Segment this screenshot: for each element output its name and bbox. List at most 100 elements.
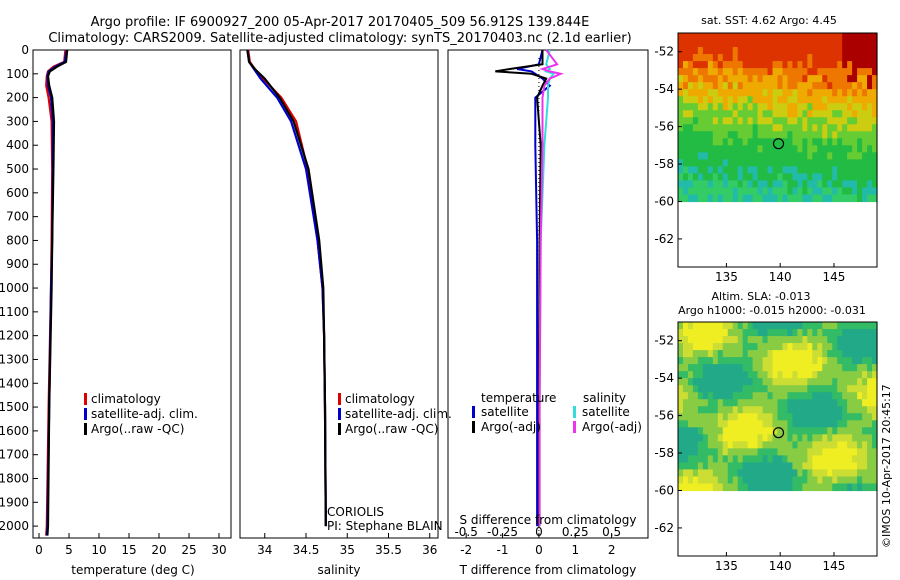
map-cell [742, 448, 749, 456]
map-cell [722, 469, 729, 478]
map-cell [802, 124, 808, 132]
map-cell [742, 96, 749, 104]
map-cell [807, 336, 813, 344]
map-cell [697, 145, 704, 153]
map-cell [862, 96, 868, 104]
map-cell [872, 392, 878, 400]
map-cell [702, 54, 709, 62]
map-cell [797, 131, 803, 139]
map-cell [817, 329, 823, 337]
map-cell [862, 483, 868, 492]
map-cell [692, 441, 699, 449]
x-tick-label: -2 [460, 543, 472, 557]
map-cell [807, 364, 813, 372]
map-cell [678, 413, 684, 421]
map-cell [862, 462, 868, 471]
map-cell [827, 343, 833, 351]
map-cell [762, 194, 769, 203]
map-cell [792, 180, 798, 189]
map-cell [832, 434, 838, 442]
map-cell [772, 399, 779, 407]
map-cell [812, 187, 818, 196]
map-cell [678, 483, 684, 492]
map-cell [692, 61, 699, 69]
map-cell [817, 159, 823, 167]
y-tick-label: 100 [6, 67, 29, 81]
map-cell [832, 166, 838, 174]
map-cell [707, 336, 714, 344]
map-cell [727, 131, 734, 139]
map-cell [752, 173, 759, 182]
map-cell [687, 159, 694, 167]
map-cell [872, 173, 878, 182]
map-cell [707, 159, 714, 167]
map-cell [807, 413, 813, 421]
map-cell [707, 82, 714, 90]
map-cell [817, 448, 823, 456]
map-cell [762, 364, 769, 372]
map-cell [717, 82, 724, 90]
map-cell [817, 145, 823, 153]
map-cell [757, 455, 764, 463]
map-cell [832, 322, 838, 330]
map-cell [732, 152, 739, 160]
map-cell [872, 343, 878, 351]
map-cell [717, 124, 724, 132]
map-cell [817, 187, 823, 196]
map-cell [837, 427, 843, 435]
map-cell [742, 103, 749, 111]
map-cell [822, 392, 828, 400]
map-cell [722, 427, 729, 435]
map-cell [852, 145, 858, 153]
map-cell [862, 159, 868, 167]
map-cell [832, 159, 838, 167]
map-cell [822, 89, 828, 97]
map-cell [847, 47, 853, 55]
map-cell [722, 180, 729, 189]
map-cell [682, 138, 689, 146]
map-cell [872, 455, 878, 463]
map-cell [802, 33, 808, 41]
map-cell [678, 357, 684, 365]
map-cell [872, 427, 878, 435]
map-cell [802, 173, 808, 182]
map-cell [832, 420, 838, 428]
map-cell [747, 378, 754, 386]
map-cell [857, 131, 863, 139]
map-cell [827, 378, 833, 386]
temperature-legend: climatology satellite-adj. clim. Argo(..… [84, 392, 198, 436]
map-cell [717, 343, 724, 351]
map-cell [822, 47, 828, 55]
map-cell [762, 462, 769, 471]
y-tick-label: -60 [654, 483, 674, 497]
map-cell [682, 173, 689, 182]
map-cell [732, 124, 739, 132]
map-cell [812, 194, 818, 203]
map-cell [807, 322, 813, 330]
map-cell [732, 469, 739, 478]
map-cell [712, 103, 719, 111]
map-cell [697, 159, 704, 167]
map-cell [712, 173, 719, 182]
map-cell [767, 350, 774, 358]
map-cell [712, 476, 719, 485]
map-cell [767, 96, 774, 104]
map-cell [792, 448, 798, 456]
map-cell [747, 350, 754, 358]
map-cell [862, 131, 868, 139]
map-cell [712, 434, 719, 442]
map-cell [847, 33, 853, 41]
map-cell [717, 399, 724, 407]
map-cell [678, 378, 684, 386]
map-cell [872, 194, 878, 203]
map-cell [802, 399, 808, 407]
map-cell [787, 483, 794, 492]
map-cell [687, 392, 694, 400]
map-cell [827, 47, 833, 55]
map-cell [842, 469, 848, 478]
map-cell [802, 96, 808, 104]
map-cell [717, 54, 724, 62]
map-cell [702, 399, 709, 407]
map-cell [832, 33, 838, 41]
